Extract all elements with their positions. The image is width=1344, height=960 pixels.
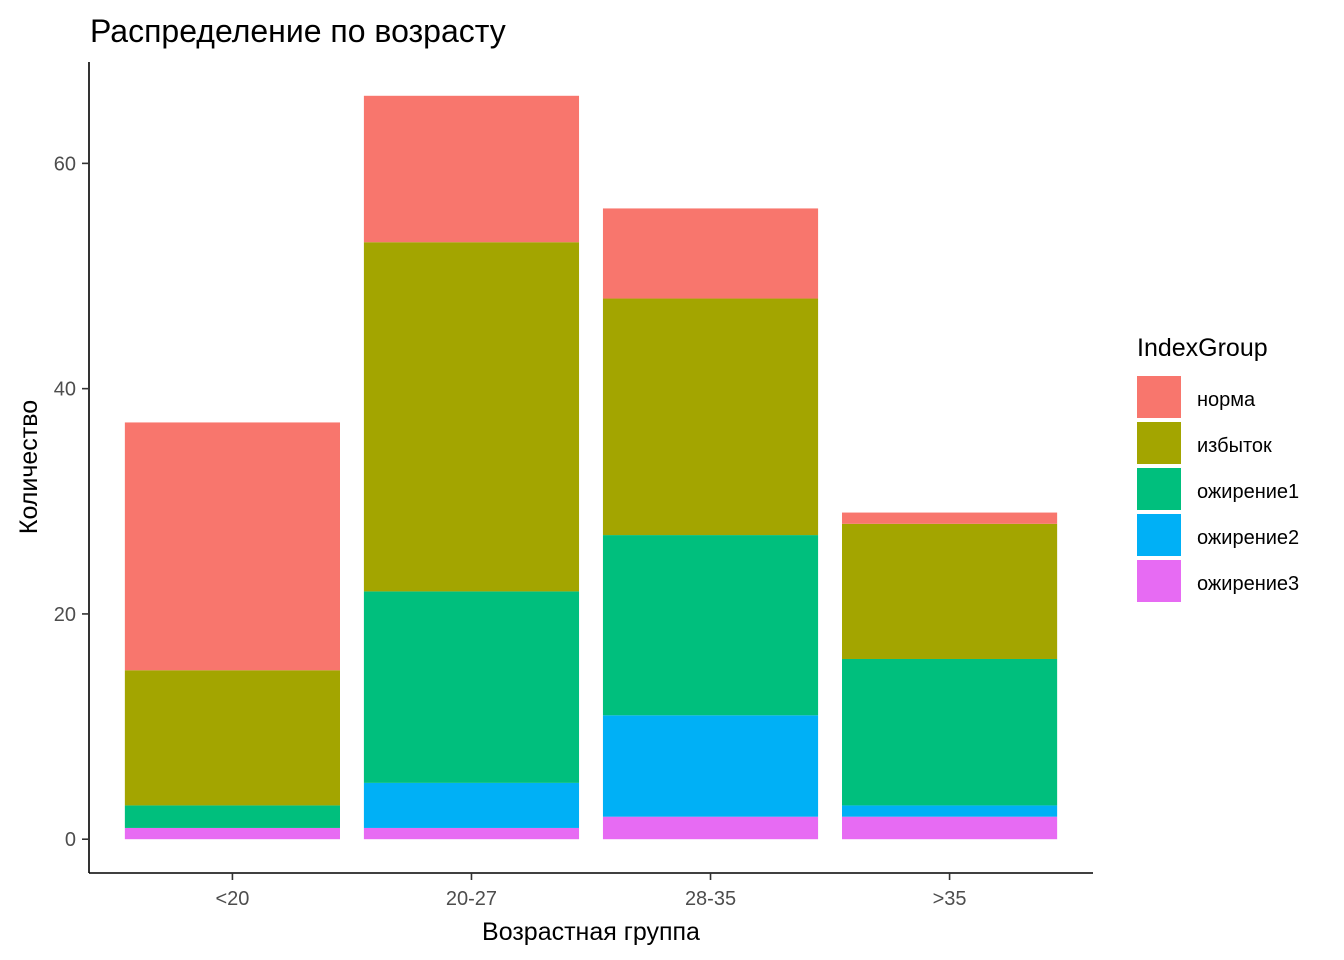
legend-swatch (1137, 468, 1181, 510)
x-tick-label: >35 (933, 888, 967, 910)
bar-segment (842, 805, 1058, 817)
legend-title: IndexGroup (1137, 334, 1268, 362)
y-tick-label: 40 (54, 379, 76, 401)
legend: IndexGroup норма избыток ожирение1 ожирение… (1137, 334, 1299, 602)
bars-group (124, 95, 1058, 840)
legend-label: ожирение2 (1197, 527, 1299, 549)
x-tick-label: <20 (215, 888, 249, 910)
y-axis-title: Количество (15, 400, 43, 534)
bar-segment (363, 95, 580, 243)
bar-segment (124, 805, 340, 828)
bar-segment (842, 816, 1058, 840)
y-ticks-group: 0 20 40 60 (54, 153, 89, 851)
legend-swatch (1137, 376, 1181, 418)
x-tick-label: 20-27 (446, 888, 497, 910)
y-tick-label: 60 (54, 153, 76, 175)
x-tick-label: 28-35 (685, 888, 736, 910)
x-axis-title: Возрастная группа (482, 918, 700, 946)
bar-segment (602, 535, 819, 716)
bar-segment (602, 208, 819, 299)
bar-segment (602, 816, 819, 840)
legend-label: ожирение1 (1197, 481, 1299, 503)
bar-segment (124, 670, 340, 806)
x-ticks-group: <20 20-27 28-35 >35 (215, 873, 967, 910)
bar-segment (363, 782, 580, 828)
bar-segment (124, 827, 340, 840)
chart-title: Распределение по возрасту (90, 13, 506, 49)
legend-label: ожирение3 (1197, 573, 1299, 595)
bar-segment (363, 242, 580, 592)
bar-segment (602, 298, 819, 536)
bar-segment (842, 512, 1058, 524)
legend-swatch (1137, 560, 1181, 602)
y-tick-label: 20 (54, 604, 76, 626)
bar-segment (363, 827, 580, 840)
bar-segment (842, 523, 1058, 659)
y-tick-label: 0 (65, 829, 76, 851)
legend-label: избыток (1197, 435, 1272, 457)
legend-swatch (1137, 514, 1181, 556)
bar-segment (842, 658, 1058, 806)
bar-segment (124, 422, 340, 671)
bar-segment (602, 715, 819, 817)
legend-label: норма (1197, 389, 1256, 411)
legend-swatch (1137, 422, 1181, 464)
bar-segment (363, 591, 580, 783)
